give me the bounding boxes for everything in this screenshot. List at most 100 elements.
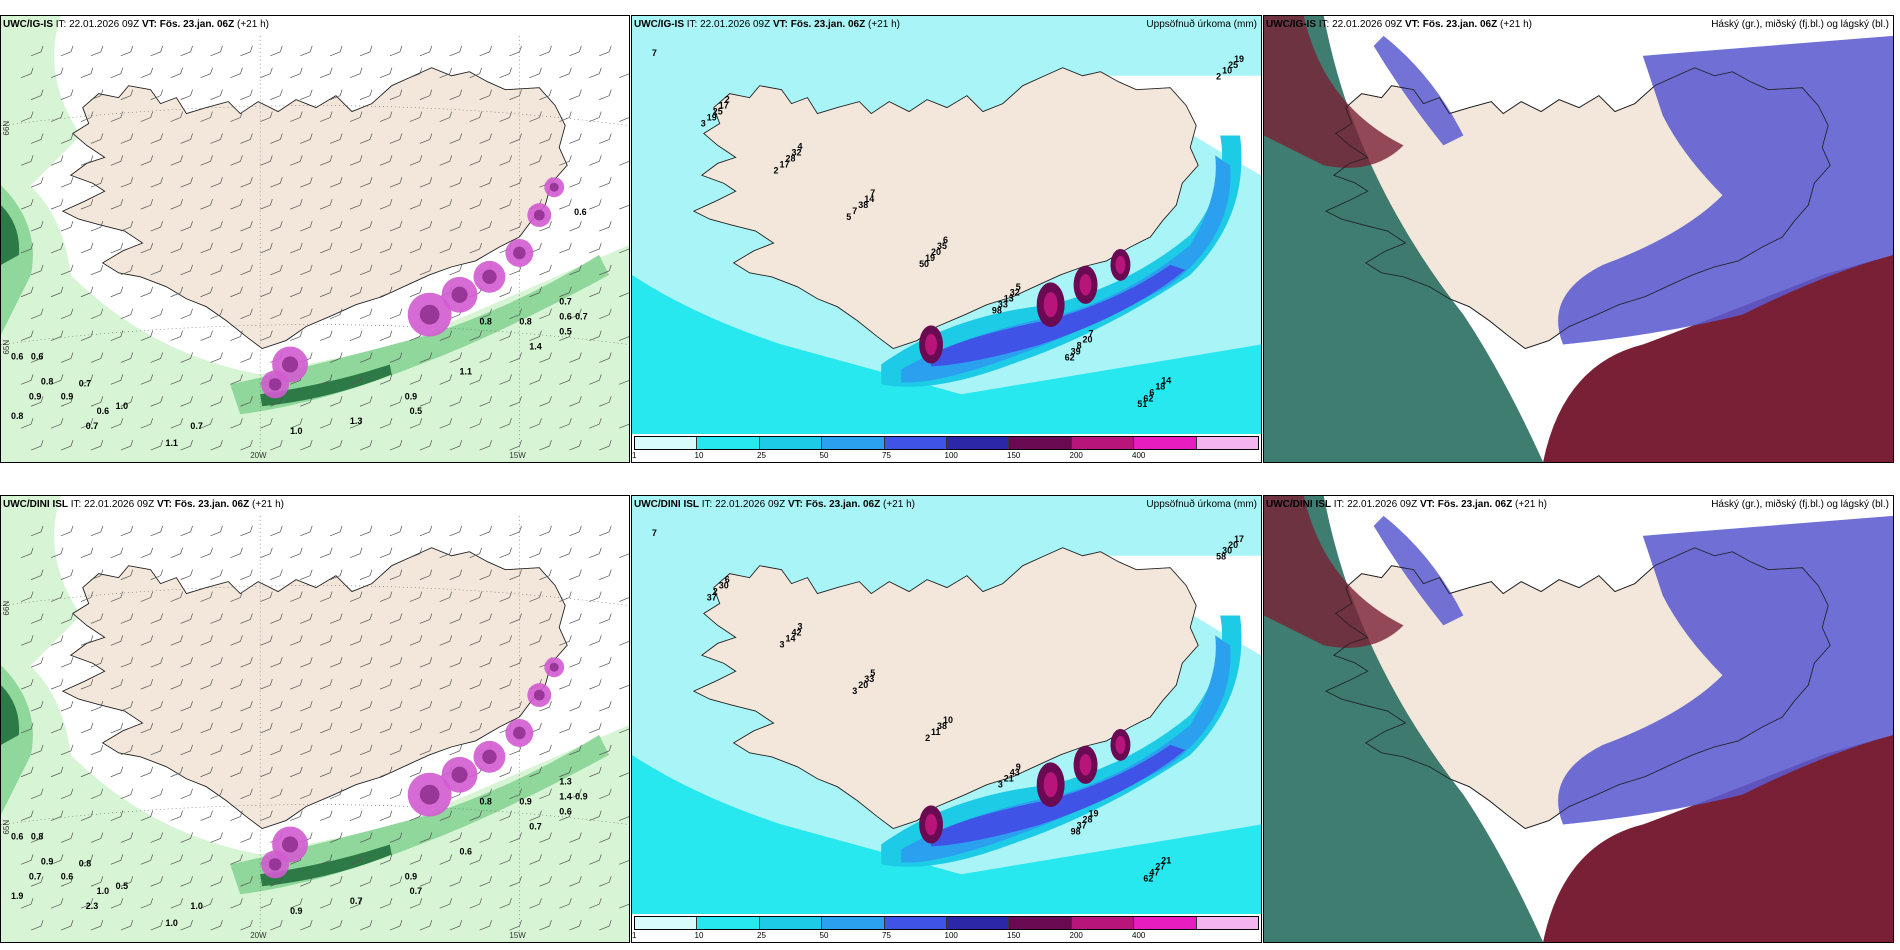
wind-barb xyxy=(330,876,343,887)
wind-barb xyxy=(419,657,433,668)
colorbar-swatch xyxy=(697,437,760,449)
iceland-landmass xyxy=(692,547,1199,830)
wind-barb xyxy=(379,330,393,341)
wind-barb xyxy=(300,788,313,799)
precip-value: 25 xyxy=(1228,60,1238,70)
wind-barb xyxy=(499,286,512,298)
wind-barb xyxy=(469,679,482,690)
wind-barb xyxy=(320,286,333,298)
wind-barb xyxy=(290,766,303,778)
wind-barb xyxy=(300,613,313,624)
wind-barb xyxy=(170,547,183,559)
wind-barb xyxy=(359,45,373,57)
wind-barb xyxy=(330,133,343,144)
wind-barb xyxy=(50,242,64,254)
wind-barb xyxy=(419,352,433,363)
wind-barb xyxy=(230,547,243,559)
snow-cells xyxy=(261,177,565,399)
wind-barb xyxy=(539,919,552,931)
wind-barb xyxy=(60,832,74,843)
precip-value-labels: 7635109192117304233384328272021420112137… xyxy=(652,528,1244,883)
wind-barb xyxy=(200,766,213,778)
wind-barb xyxy=(619,379,629,385)
map-canvas: 7635109192117304233384328272021420112137… xyxy=(632,496,1261,942)
wind-barb xyxy=(479,876,492,887)
wind-barb xyxy=(389,700,403,712)
wind-barb xyxy=(499,679,512,690)
wind-barb xyxy=(120,352,134,363)
wind-barb xyxy=(359,177,373,188)
wind-barb xyxy=(599,569,612,580)
wind-barb xyxy=(330,89,343,100)
wind-barb xyxy=(589,67,602,79)
wind-barb xyxy=(359,89,373,100)
wind-barb xyxy=(230,418,243,429)
wind-barb xyxy=(260,418,273,429)
wind-barb xyxy=(529,286,542,298)
wind-barb xyxy=(359,832,373,843)
wind-barb xyxy=(499,635,512,646)
wind-barb xyxy=(379,679,393,690)
wind-barb xyxy=(409,199,423,210)
snow-cells xyxy=(261,657,565,879)
wind-barb xyxy=(120,525,134,537)
precip-value: 7 xyxy=(852,206,857,216)
wind-barb xyxy=(409,766,423,778)
wind-barb xyxy=(120,700,134,712)
precip-value: 37 xyxy=(707,593,717,603)
wind-barb xyxy=(539,352,552,363)
wind-barb xyxy=(589,854,602,865)
wind-barb xyxy=(379,547,393,559)
precip-contour-75 xyxy=(931,264,1186,367)
wind-barb xyxy=(419,569,433,580)
wind-barb xyxy=(509,89,522,100)
cloud-map-dini: UWC/DINI ISL IT: 22.01.2026 09Z VT: Fös.… xyxy=(1263,495,1894,943)
precip-value: 27 xyxy=(1155,861,1165,871)
wind-barb xyxy=(120,832,134,843)
precip-map-dini: UWC/DINI ISL IT: 22.01.2026 09Z VT: Fös.… xyxy=(631,495,1262,943)
cloud-map-igis: UWC/IG-IS IT: 22.01.2026 09Z VT: Fös. 23… xyxy=(1263,15,1894,463)
wind-barb xyxy=(569,89,582,100)
wind-barb xyxy=(389,396,403,407)
colorbar-swatches xyxy=(634,916,1259,930)
wind-barb xyxy=(569,613,582,624)
wind-barb xyxy=(469,155,482,166)
precip-value: 2 xyxy=(1216,72,1221,82)
wind-barb xyxy=(599,919,612,931)
wind-value: 0.8 xyxy=(31,831,43,841)
wind-barb xyxy=(80,418,94,429)
colorbar-tick-label: 25 xyxy=(757,931,766,940)
wind-barb xyxy=(439,155,453,166)
wind-barb xyxy=(449,876,463,887)
wind-barb xyxy=(50,810,64,821)
wind-barb xyxy=(210,613,223,624)
wind-barb xyxy=(230,155,243,166)
wind-barb xyxy=(529,591,542,602)
wind-value: 1.0 xyxy=(190,901,202,911)
precip-value: 14 xyxy=(1161,375,1171,385)
wind-barb xyxy=(439,635,453,646)
wind-barb xyxy=(240,220,253,232)
wind-barb xyxy=(349,330,363,341)
wind-value-labels: 0.6 0.80.9 0.80.7 0.61.0 0.51.92.31.01.00.70… xyxy=(11,777,588,928)
precip-value: 11 xyxy=(931,727,940,737)
wind-barb xyxy=(30,613,44,624)
wind-value: 0.9 xyxy=(405,391,417,401)
precip-value: 33 xyxy=(864,674,874,684)
wind-barb xyxy=(140,854,154,865)
wind-barb xyxy=(379,374,393,385)
wind-barb xyxy=(529,67,542,79)
precip-value: 9 xyxy=(1016,762,1021,772)
wind-barb xyxy=(589,810,602,821)
wind-barb xyxy=(359,133,373,144)
wind-barb xyxy=(320,898,333,909)
wind-barb xyxy=(379,418,393,429)
wind-field-dark xyxy=(260,364,392,407)
wind-barb xyxy=(569,876,582,887)
wind-barb xyxy=(150,45,163,57)
wind-barb xyxy=(359,308,373,319)
wind-barb xyxy=(539,700,552,712)
wind-barb xyxy=(170,111,183,122)
wind-value: 0.6 xyxy=(559,312,571,322)
latitude-label: 66N xyxy=(2,121,11,136)
